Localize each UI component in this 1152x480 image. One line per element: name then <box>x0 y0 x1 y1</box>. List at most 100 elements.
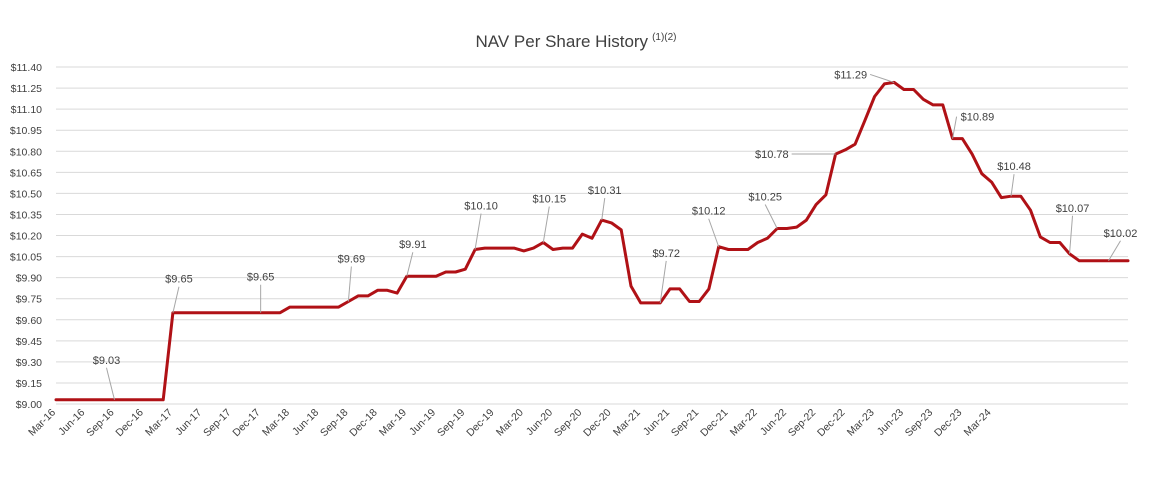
data-label: $10.10 <box>464 201 498 250</box>
data-label: $9.65 <box>165 274 193 313</box>
x-tick-label: Sep-22 <box>786 407 819 440</box>
data-label-text: $11.29 <box>834 69 867 81</box>
data-label-text: $10.31 <box>588 185 622 197</box>
x-tick-label: Mar-22 <box>728 407 760 439</box>
data-label-leader <box>708 218 720 247</box>
data-label-leader <box>542 206 550 243</box>
data-label: $10.07 <box>1056 203 1090 254</box>
x-tick-label: Jun-22 <box>758 407 789 438</box>
y-tick-label: $9.90 <box>16 273 42 285</box>
x-tick-label: Dec-16 <box>113 407 146 440</box>
y-tick-label: $9.60 <box>16 315 42 327</box>
x-tick-label: Sep-16 <box>84 407 117 440</box>
y-tick-label: $9.75 <box>16 294 42 306</box>
data-label-text: $9.65 <box>165 274 193 286</box>
x-tick-label: Jun-21 <box>641 407 672 438</box>
data-label: $10.12 <box>692 206 726 247</box>
y-tick-label: $9.30 <box>16 357 42 369</box>
data-label-leader <box>952 116 958 139</box>
data-label: $11.29 <box>834 69 895 83</box>
data-label: $9.65 <box>247 272 274 313</box>
x-tick-label: Sep-21 <box>669 407 702 440</box>
data-label-leader <box>406 252 414 277</box>
y-tick-label: $10.50 <box>10 188 42 200</box>
x-tick-label: Dec-20 <box>581 407 614 440</box>
data-label: $9.72 <box>652 248 680 303</box>
data-label-leader <box>1069 215 1074 254</box>
x-tick-label: Jun-18 <box>290 407 321 438</box>
x-tick-label: Dec-17 <box>230 407 263 440</box>
data-label-text: $9.91 <box>399 239 427 251</box>
data-label-leader <box>474 213 482 250</box>
x-tick-label: Dec-21 <box>698 407 731 440</box>
series-layer <box>54 80 1130 402</box>
y-tick-label: $9.45 <box>16 336 42 348</box>
data-label-text: $10.48 <box>997 161 1031 173</box>
x-tick-label: Sep-18 <box>318 407 351 440</box>
x-axis-ticks: Mar-16Jun-16Sep-16Dec-16Mar-17Jun-17Sep-… <box>26 407 994 440</box>
y-tick-label: $11.25 <box>11 83 42 95</box>
data-label-text: $9.03 <box>93 355 121 367</box>
x-tick-label: Dec-18 <box>347 407 380 440</box>
data-label: $10.48 <box>997 161 1031 197</box>
x-tick-label: Sep-20 <box>552 407 585 440</box>
data-label-leader <box>172 286 180 313</box>
x-tick-label: Jun-16 <box>56 407 87 438</box>
data-label-text: $10.07 <box>1056 203 1090 215</box>
x-tick-label: Jun-19 <box>407 407 438 438</box>
y-tick-label: $10.95 <box>10 125 42 137</box>
data-label-leader <box>601 197 606 221</box>
data-label-text: $10.10 <box>464 201 498 213</box>
x-tick-label: Sep-19 <box>435 407 468 440</box>
x-tick-label: Dec-23 <box>932 407 965 440</box>
data-labels: $9.03 $9.65 $9.65 $9.69 $9.91 $10.10 $10.15 $10… <box>93 69 1137 400</box>
x-tick-label: Dec-19 <box>464 407 497 440</box>
x-tick-label: Mar-16 <box>26 407 58 439</box>
data-label-leader <box>1010 174 1015 197</box>
data-label-text: $9.69 <box>338 253 366 265</box>
x-tick-label: Dec-22 <box>815 407 848 440</box>
x-tick-label: Sep-17 <box>201 407 234 440</box>
x-tick-label: Mar-20 <box>494 407 526 439</box>
data-label: $9.03 <box>93 355 121 400</box>
y-tick-label: $9.00 <box>16 399 42 411</box>
data-label-leader <box>347 266 352 302</box>
data-label: $9.91 <box>399 239 427 277</box>
x-tick-label: Jun-23 <box>875 407 906 438</box>
y-axis-ticks: $9.00 $9.15 $9.30 $9.45 $9.60 $9.75 $9.90 $10.0… <box>10 62 42 411</box>
x-tick-label: Mar-17 <box>143 407 175 439</box>
data-label-text: $10.15 <box>532 194 566 206</box>
data-label: $10.02 <box>1104 228 1137 262</box>
data-label-text: $9.72 <box>652 248 680 260</box>
chart-title: NAV Per Share History (1)(2) <box>475 32 676 51</box>
y-tick-label: $10.20 <box>10 231 42 243</box>
data-label: $10.15 <box>532 194 566 243</box>
data-label: $10.78 <box>755 149 836 161</box>
y-tick-label: $10.65 <box>10 167 42 179</box>
data-label: $10.31 <box>588 185 622 221</box>
y-tick-label: $11.10 <box>11 104 42 116</box>
x-tick-label: Jun-20 <box>524 407 555 438</box>
data-label-text: $10.25 <box>748 191 782 203</box>
data-label-leader <box>659 260 667 303</box>
nav-series-line <box>54 80 1130 402</box>
y-tick-label: $11.40 <box>11 62 42 74</box>
y-tick-label: $10.05 <box>10 252 42 264</box>
chart-title-superscript: (1)(2) <box>652 32 676 43</box>
data-label-leader <box>105 367 115 400</box>
y-tick-label: $10.80 <box>10 146 42 158</box>
x-tick-label: Mar-24 <box>962 407 994 439</box>
x-tick-label: Mar-21 <box>611 407 643 439</box>
data-label-text: $10.78 <box>755 149 789 161</box>
data-label-leader <box>1108 240 1121 262</box>
data-label-leader <box>869 73 895 83</box>
x-tick-label: Mar-23 <box>845 407 877 439</box>
data-label: $10.25 <box>748 191 782 229</box>
data-label-leader <box>764 204 778 229</box>
x-tick-label: Jun-17 <box>173 407 204 438</box>
y-tick-label: $9.15 <box>16 378 42 390</box>
y-tick-label: $10.35 <box>10 209 42 221</box>
data-label: $9.69 <box>338 253 366 302</box>
